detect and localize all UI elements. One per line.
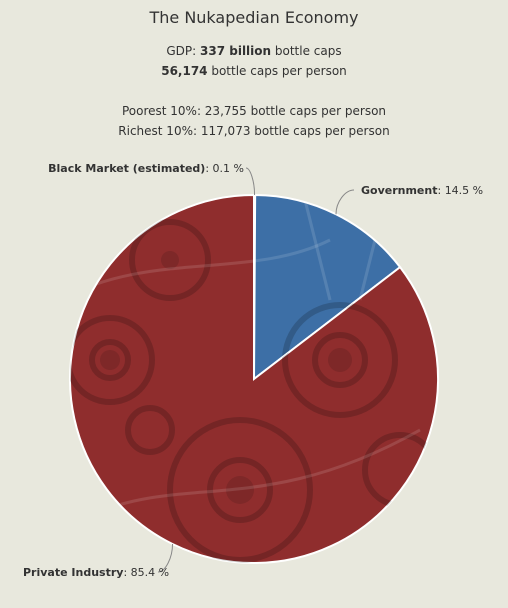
label-government-sep: :	[437, 184, 444, 197]
pie-slices	[69, 193, 439, 564]
gdp-prefix: GDP:	[166, 44, 201, 58]
gdp-value: 337 billion	[200, 44, 272, 58]
per-person-value: 56,174	[161, 64, 208, 78]
gdp-suffix: bottle caps	[271, 44, 342, 58]
label-black-market: Black Market (estimated): 0.1 %	[48, 162, 244, 175]
label-private-industry: Private Industry: 85.4 %	[23, 566, 169, 579]
gdp-line: GDP: 337 billion bottle caps	[0, 42, 508, 60]
label-private-industry-sep: :	[123, 566, 130, 579]
per-person-suffix: bottle caps per person	[207, 64, 347, 78]
label-private-industry-value: 85.4 %	[131, 566, 169, 579]
label-black-market-value: 0.1 %	[213, 162, 244, 175]
leader-private-industry	[157, 543, 174, 573]
chart-title: The Nukapedian Economy	[149, 8, 359, 27]
label-black-market-sep: :	[205, 162, 212, 175]
richest-line: Richest 10%: 117,073 bottle caps per per…	[118, 124, 390, 138]
label-black-market-name: Black Market (estimated)	[48, 162, 205, 175]
pie-leaders	[157, 167, 355, 573]
label-private-industry-name: Private Industry	[23, 566, 123, 579]
label-government-value: 14.5 %	[445, 184, 483, 197]
leader-government	[335, 189, 355, 215]
per-person-line: 56,174 bottle caps per person	[0, 62, 508, 80]
label-government-name: Government	[361, 184, 437, 197]
leader-black-market	[245, 167, 256, 196]
poorest-line: Poorest 10%: 23,755 bottle caps per pers…	[121, 104, 387, 118]
label-government: Government: 14.5 %	[361, 184, 483, 197]
